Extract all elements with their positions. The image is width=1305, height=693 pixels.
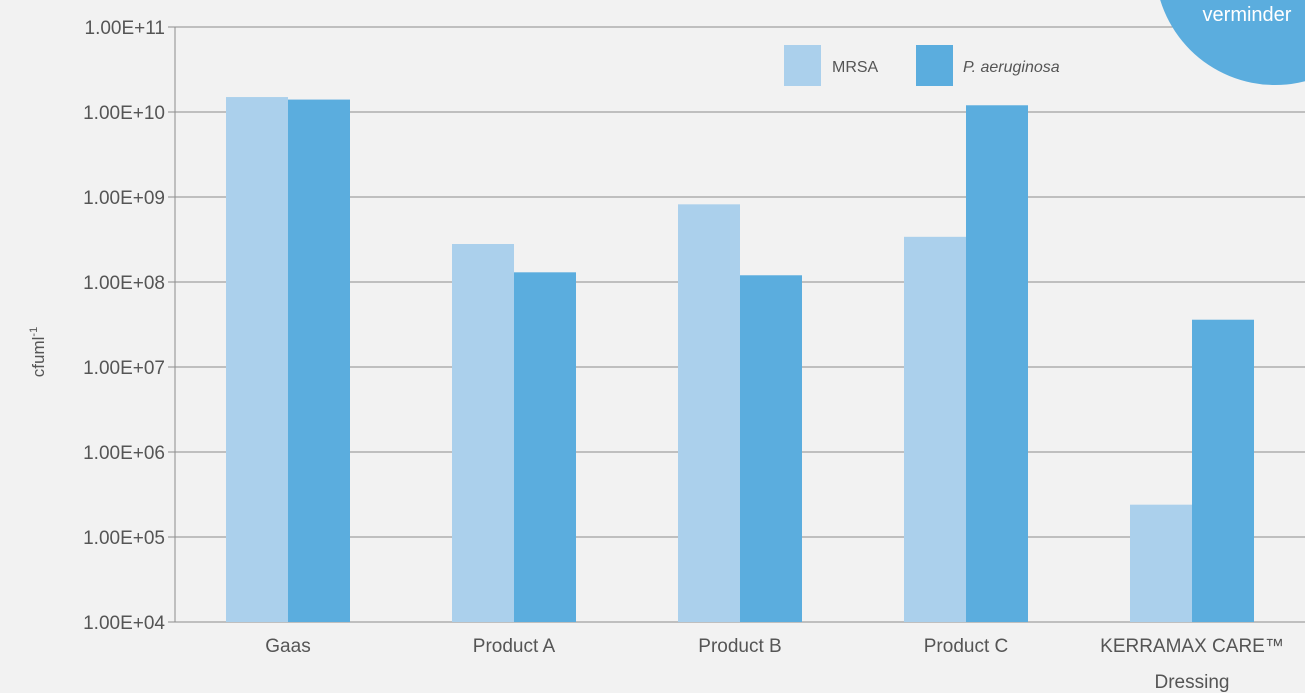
bar-mrsa-3: [904, 236, 966, 623]
x-category-labels: Gaas Product A Product B Product C KERRAMAX …: [265, 636, 1284, 693]
y-tick-label: 1.00E+08: [83, 273, 165, 294]
x-category-label: Product B: [698, 636, 781, 657]
bar-p-aeruginosa-2: [740, 275, 802, 622]
x-category-label: KERRAMAX CARE™: [1100, 636, 1284, 657]
legend-label-p-aeruginosa: P. aeruginosa: [963, 59, 1060, 76]
x-category-label: Product A: [473, 636, 556, 657]
x-category-label: Gaas: [265, 636, 310, 657]
bar-p-aeruginosa-4: [1192, 319, 1254, 622]
x-category-label: Product C: [924, 636, 1008, 657]
bar-p-aeruginosa-0: [288, 99, 350, 623]
legend-label-mrsa: MRSA: [832, 59, 879, 76]
bars: [226, 97, 1254, 623]
badge-text: verminder: [1203, 4, 1292, 26]
y-tick-label: 1.00E+07: [83, 358, 165, 379]
bar-p-aeruginosa-3: [966, 105, 1028, 622]
bar-mrsa-4: [1130, 504, 1192, 622]
x-category-label-line2: Dressing: [1155, 672, 1230, 693]
bar-mrsa-1: [452, 243, 514, 622]
bar-mrsa-0: [226, 97, 288, 623]
badge-circle: [1160, 0, 1305, 85]
y-axis-label: cfuml-1: [28, 327, 48, 377]
svg-text:cfuml-1: cfuml-1: [28, 327, 48, 377]
y-axis-label-text: cfuml: [29, 337, 48, 378]
y-tick-label: 1.00E+11: [85, 18, 165, 39]
legend-swatch-p-aeruginosa: [916, 45, 953, 86]
y-tick-label: 1.00E+05: [83, 528, 165, 549]
bar-mrsa-2: [678, 204, 740, 623]
y-tick-labels: 1.00E+11 1.00E+10 1.00E+09 1.00E+08 1.00E+07…: [83, 18, 165, 634]
legend: MRSA P. aeruginosa: [784, 45, 1060, 86]
y-tick-label: 1.00E+06: [83, 443, 165, 464]
corner-badge: verminder: [1160, 0, 1305, 85]
y-tick-label: 1.00E+04: [83, 613, 165, 634]
legend-swatch-mrsa: [784, 45, 821, 86]
y-tick-label: 1.00E+10: [83, 103, 165, 124]
y-axis-label-superscript: -1: [28, 327, 40, 337]
y-tick-label: 1.00E+09: [83, 188, 165, 209]
bar-p-aeruginosa-1: [514, 272, 576, 622]
